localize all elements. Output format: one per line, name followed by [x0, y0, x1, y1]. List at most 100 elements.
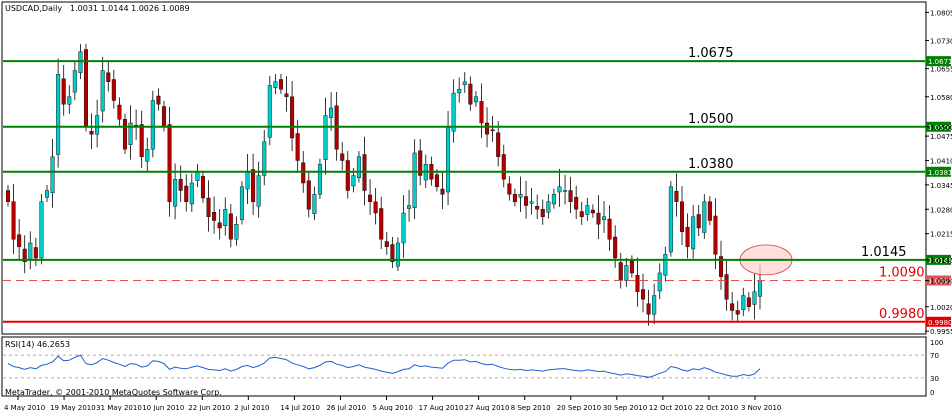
- level-tag-text: 1.0146: [928, 257, 952, 265]
- candle-body: [351, 175, 356, 187]
- candle-body: [401, 212, 406, 244]
- candle-body: [440, 188, 445, 195]
- candle-body: [757, 280, 763, 297]
- candle-body: [718, 256, 724, 277]
- candle-body: [535, 206, 540, 210]
- candle-body: [501, 154, 506, 180]
- candle-body: [22, 248, 27, 262]
- candle-body: [173, 179, 178, 207]
- date-tick-label: 2 Jul 2010: [234, 404, 269, 411]
- date-tick-label: 20 Sep 2010: [557, 404, 601, 411]
- candle-body: [44, 190, 50, 198]
- candle-body: [646, 303, 651, 315]
- price-tick-label: 1.0410: [930, 158, 952, 166]
- candle-body: [145, 149, 150, 162]
- level-label: 0.9980: [879, 307, 925, 322]
- candle-body: [462, 81, 467, 85]
- candle-body: [451, 92, 456, 132]
- candle-body: [161, 106, 166, 127]
- level-tag-box: [926, 254, 951, 265]
- candle-body: [189, 182, 194, 205]
- candle-body: [412, 152, 417, 208]
- candle-body: [301, 162, 306, 184]
- date-tick-label: 5 Aug 2010: [373, 404, 413, 411]
- candle-body: [117, 104, 122, 120]
- main-panel-frame: [1, 1, 927, 335]
- candle-body: [418, 150, 423, 176]
- candle-body: [195, 171, 200, 181]
- candle-body: [585, 205, 590, 215]
- candle-body: [685, 227, 690, 247]
- candle-body: [251, 169, 256, 202]
- candle-body: [128, 122, 133, 145]
- candle-body: [256, 175, 261, 207]
- candle-body: [234, 224, 239, 240]
- candle-body: [239, 186, 244, 220]
- price-tick-label: 1.0090: [930, 278, 952, 286]
- candle-body: [167, 124, 172, 202]
- price-tick-label: 1.0475: [930, 133, 952, 141]
- candle-body: [5, 190, 11, 202]
- level-tag-text: 1.0381: [928, 169, 952, 177]
- level-label: 1.0675: [688, 46, 734, 61]
- candle-body: [245, 171, 250, 190]
- candle-body: [485, 122, 490, 135]
- level-tag-box: [926, 166, 951, 177]
- candle-body: [652, 295, 657, 315]
- candle-body: [178, 179, 183, 191]
- candle-body: [122, 119, 127, 150]
- candle-body: [624, 265, 629, 281]
- candle-body: [635, 275, 640, 292]
- candle-body: [368, 194, 373, 202]
- level-label: 1.0500: [688, 112, 734, 127]
- candle-body: [206, 197, 211, 217]
- candle-body: [557, 186, 562, 193]
- date-tick-label: 12 Oct 2010: [649, 404, 692, 411]
- level-tag-text: 1.0500: [928, 124, 952, 132]
- candle-body: [496, 132, 501, 157]
- candle-body: [95, 115, 100, 135]
- candle-body: [262, 141, 267, 176]
- date-tick-label: 10 Jun 2010: [142, 404, 184, 411]
- candle-body: [217, 222, 222, 229]
- rsi-tick-label: 0: [930, 389, 934, 397]
- candle-body: [551, 194, 556, 205]
- candle-body: [607, 218, 612, 240]
- candle-body: [507, 183, 512, 195]
- candle-body: [602, 216, 607, 220]
- candle-body: [317, 164, 322, 195]
- candle-body: [295, 133, 300, 161]
- candle-body: [629, 260, 634, 274]
- candle-body: [696, 214, 701, 229]
- rsi-tick-label: 70: [930, 352, 939, 360]
- candle-body: [473, 96, 478, 103]
- level-tag-box: [926, 275, 951, 286]
- candle-body: [735, 310, 740, 315]
- date-tick-label: 4 May 2010: [4, 404, 45, 411]
- ohlc-header: 1.0031 1.0144 1.0026 1.0089: [70, 4, 190, 13]
- candle-body: [345, 160, 350, 191]
- candle-body: [17, 234, 22, 247]
- candle-body: [395, 242, 400, 267]
- price-tick-label: 1.0580: [930, 94, 952, 102]
- candle-body: [50, 156, 55, 193]
- candle-body: [707, 201, 712, 221]
- candle-body: [329, 107, 334, 118]
- candle-body: [78, 51, 83, 73]
- chart-title: USDCAD,Daily: [5, 4, 62, 13]
- price-tick-label: 1.0730: [930, 38, 952, 46]
- candle-body: [407, 205, 412, 209]
- candle-body: [290, 96, 295, 139]
- candle-body: [39, 201, 44, 259]
- price-tick-label: 1.0655: [930, 66, 952, 74]
- rsi-tick-label: 30: [930, 375, 939, 383]
- candle-body: [674, 191, 679, 202]
- candle-body: [641, 289, 646, 300]
- candle-body: [490, 129, 495, 131]
- date-tick-label: 26 Jul 2010: [326, 404, 366, 411]
- rsi-tick-label: 100: [930, 339, 943, 347]
- price-tick-label: 0.9955: [930, 328, 952, 336]
- candle-body: [306, 180, 311, 210]
- price-tick-label: 1.0805: [930, 9, 952, 17]
